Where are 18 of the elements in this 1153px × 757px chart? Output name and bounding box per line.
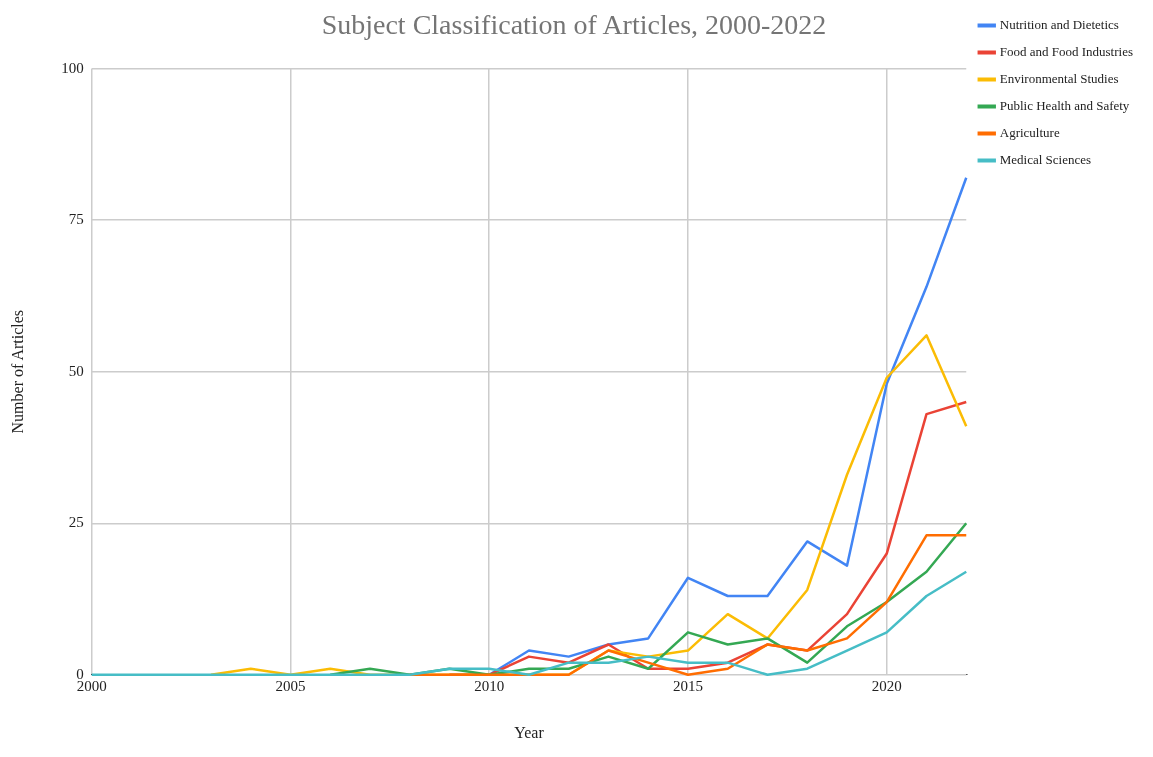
x-tick-label: 2005: [275, 677, 306, 694]
x-axis-title: Year: [514, 723, 545, 741]
y-tick-label: 50: [68, 362, 84, 379]
x-tick-label: 2020: [871, 677, 902, 694]
legend-label: Agriculture: [999, 124, 1060, 140]
x-tick-label: 2015: [672, 677, 703, 694]
y-tick-label: 25: [68, 514, 84, 531]
y-tick-label: 75: [68, 211, 84, 228]
chart-title: Subject Classification of Articles, 2000-2022: [321, 9, 827, 41]
legend-label: Medical Sciences: [999, 151, 1092, 167]
legend-label: Nutrition and Dietetics: [999, 16, 1119, 32]
x-tick-label: 2010: [474, 677, 505, 694]
y-tick-label: 0: [76, 665, 84, 682]
legend-label: Environmental Studies: [999, 70, 1119, 86]
legend-label: Public Health and Safety: [999, 97, 1130, 113]
y-axis-title: Number of Articles: [8, 309, 26, 434]
y-tick-label: 100: [61, 59, 84, 76]
legend-label: Food and Food Industries: [999, 43, 1133, 59]
